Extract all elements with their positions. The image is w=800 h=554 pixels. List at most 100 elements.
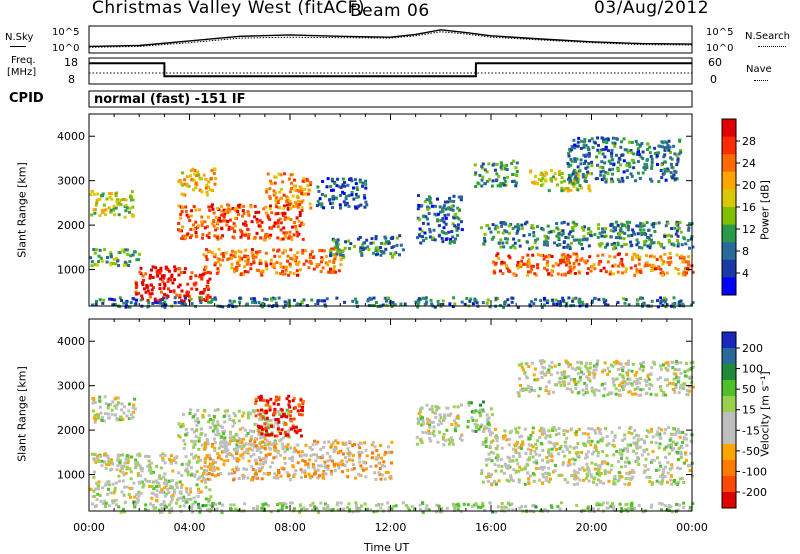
velocity-cell <box>663 431 667 435</box>
power-cell <box>526 270 530 274</box>
velocity-cell <box>242 467 246 471</box>
power-cell <box>320 204 324 208</box>
power-cell <box>600 234 604 238</box>
velocity-cell <box>313 439 316 443</box>
velocity-cell <box>632 470 636 474</box>
velocity-cell <box>308 458 312 462</box>
power-cell <box>331 247 335 251</box>
power-cell <box>354 297 358 301</box>
velocity-cell <box>294 469 298 472</box>
velocity-cell <box>116 403 119 407</box>
power-cell <box>640 231 644 235</box>
power-cell <box>444 231 448 235</box>
velocity-cell <box>517 446 521 450</box>
power-cell <box>549 177 553 181</box>
velocity-cell <box>517 478 521 482</box>
velocity-cell <box>319 455 323 459</box>
velocity-cell <box>301 405 304 409</box>
velocity-cell <box>94 504 98 508</box>
power-cell <box>663 140 667 144</box>
velocity-cell <box>613 435 617 439</box>
velocity-cell <box>516 431 520 435</box>
power-cell <box>642 224 646 227</box>
power-cell <box>354 192 358 196</box>
velocity-cell <box>610 430 614 434</box>
power-cell <box>545 268 549 272</box>
power-cell <box>257 301 261 305</box>
velocity-cell <box>318 474 322 478</box>
power-cell <box>665 169 669 173</box>
power-cell <box>428 199 432 203</box>
power-cell <box>578 297 582 301</box>
power-cell <box>497 256 501 260</box>
velocity-cell <box>517 426 521 430</box>
power-cell <box>201 233 205 236</box>
velocity-cell <box>283 450 287 454</box>
velocity-cell <box>341 470 345 474</box>
power-cell <box>426 205 429 209</box>
power-cell <box>92 248 96 252</box>
velocity-cell <box>250 465 254 469</box>
power-cell <box>629 266 633 270</box>
power-cell <box>118 305 122 309</box>
power-cell <box>292 298 296 302</box>
power-cell <box>662 155 666 159</box>
velocity-cell <box>685 444 689 447</box>
velocity-cell <box>381 464 384 467</box>
velocity-cell <box>691 385 695 389</box>
power-cell <box>562 241 566 244</box>
power-cell <box>262 238 266 242</box>
power-cell <box>238 296 242 300</box>
power-cell <box>427 206 431 210</box>
velocity-cell <box>329 472 333 476</box>
power-cell <box>253 298 257 302</box>
power-cell <box>341 184 345 188</box>
power-cell <box>287 203 291 206</box>
velocity-cell <box>691 360 695 364</box>
velocity-cell <box>626 507 630 511</box>
power-cell <box>274 202 278 206</box>
power-cell <box>624 270 628 274</box>
velocity-cell <box>136 453 140 457</box>
power-cell <box>628 165 632 169</box>
power-cell <box>129 254 133 258</box>
power-cell <box>516 266 520 270</box>
power-cell <box>124 204 128 207</box>
velocity-cell <box>684 452 688 456</box>
power-cell <box>591 265 595 269</box>
velocity-cell <box>277 395 281 399</box>
power-cell <box>621 223 625 227</box>
power-cell <box>547 272 551 276</box>
velocity-cell <box>237 419 241 423</box>
velocity-cell <box>545 475 549 479</box>
power-cell <box>436 303 440 307</box>
velocity-cell <box>489 440 493 444</box>
velocity-cell <box>428 425 432 429</box>
velocity-cell <box>659 364 663 368</box>
velocity-cell <box>547 440 551 444</box>
velocity-cell <box>257 456 261 460</box>
velocity-cell <box>494 427 497 431</box>
power-cell <box>279 187 283 191</box>
power-cell <box>255 252 259 256</box>
velocity-cell <box>93 470 96 474</box>
power-cell <box>677 302 681 306</box>
velocity-cell <box>593 393 597 397</box>
velocity-cell <box>642 361 645 364</box>
velocity-cell <box>558 447 562 451</box>
velocity-cell <box>628 470 632 474</box>
velocity-cell <box>678 431 681 435</box>
power-cell <box>286 207 290 210</box>
velocity-cell <box>234 433 238 436</box>
velocity-cell <box>596 454 600 458</box>
power-cell <box>580 300 584 304</box>
power-cell <box>611 167 615 171</box>
power-cell <box>236 205 240 209</box>
power-cell <box>638 245 642 249</box>
noise-panel-frame <box>88 25 693 54</box>
velocity-cell <box>524 388 528 391</box>
velocity-cell <box>475 426 478 429</box>
velocity-cell <box>166 487 170 491</box>
velocity-cell <box>183 469 187 473</box>
velocity-cell <box>681 476 684 480</box>
